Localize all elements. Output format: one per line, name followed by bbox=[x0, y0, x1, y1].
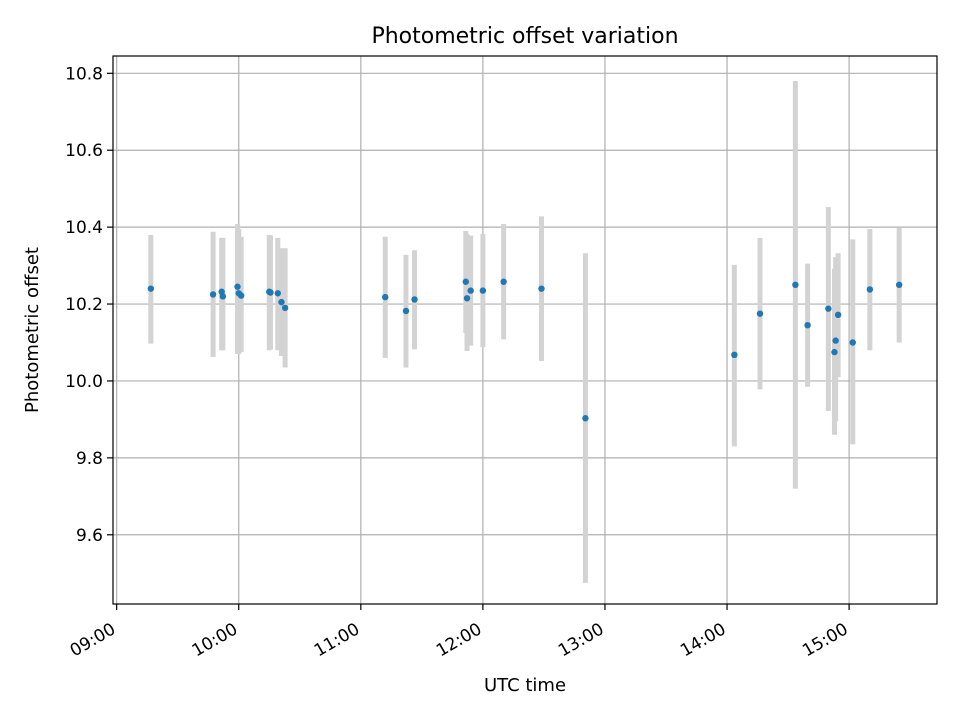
data-point bbox=[804, 321, 811, 329]
data-point bbox=[467, 287, 474, 294]
x-axis-ticks: 09:00 10:00 11:00 12:00 13:00 14:00 15:00 bbox=[67, 604, 852, 661]
data-point bbox=[792, 281, 799, 289]
y-tick-label: 10.4 bbox=[65, 218, 103, 238]
y-tick-label: 10.0 bbox=[65, 372, 103, 392]
data-point bbox=[278, 298, 285, 306]
y-tick-label: 9.8 bbox=[76, 449, 103, 469]
chart-title: Photometric offset variation bbox=[371, 24, 678, 49]
data-point bbox=[209, 291, 217, 298]
data-point bbox=[825, 305, 832, 312]
data-point bbox=[731, 351, 738, 359]
data-point bbox=[832, 337, 839, 344]
y-axis-label: Photometric offset bbox=[22, 247, 43, 413]
data-point bbox=[382, 293, 389, 301]
y-axis-ticks: 9.6 9.8 10.0 10.2 10.4 10.6 10.8 bbox=[65, 64, 113, 546]
data-point bbox=[479, 287, 487, 294]
x-tick-label: 15:00 bbox=[799, 619, 851, 661]
grid-lines bbox=[113, 56, 937, 604]
data-point bbox=[500, 278, 507, 285]
data-point bbox=[147, 285, 155, 292]
x-tick-label: 10:00 bbox=[189, 619, 241, 661]
data-points bbox=[147, 278, 903, 422]
x-axis-label: UTC time bbox=[484, 675, 566, 696]
data-point bbox=[463, 295, 471, 302]
data-point bbox=[237, 292, 245, 299]
plot-frame bbox=[112, 55, 938, 605]
data-point bbox=[895, 281, 903, 289]
data-point bbox=[281, 304, 289, 312]
data-point bbox=[538, 285, 545, 292]
y-tick-label: 10.2 bbox=[65, 295, 103, 315]
data-point bbox=[756, 310, 764, 317]
data-point bbox=[411, 296, 418, 303]
data-point bbox=[834, 311, 842, 319]
x-tick-label: 11:00 bbox=[311, 619, 363, 661]
data-point bbox=[402, 307, 410, 315]
y-tick-label: 9.6 bbox=[76, 526, 103, 546]
data-point bbox=[582, 415, 589, 422]
data-point bbox=[267, 289, 274, 296]
data-point bbox=[831, 348, 838, 356]
error-bars bbox=[148, 80, 902, 583]
data-point bbox=[234, 283, 241, 290]
data-point bbox=[849, 339, 856, 346]
x-tick-label: 14:00 bbox=[677, 619, 729, 661]
x-tick-label: 12:00 bbox=[433, 619, 485, 661]
x-tick-label: 09:00 bbox=[67, 619, 119, 661]
data-point bbox=[866, 286, 874, 293]
data-point bbox=[462, 278, 469, 285]
x-tick-label: 13:00 bbox=[555, 619, 607, 661]
data-point bbox=[219, 293, 227, 300]
y-tick-label: 10.6 bbox=[65, 141, 103, 161]
data-point bbox=[274, 290, 281, 297]
y-tick-label: 10.8 bbox=[65, 64, 103, 84]
